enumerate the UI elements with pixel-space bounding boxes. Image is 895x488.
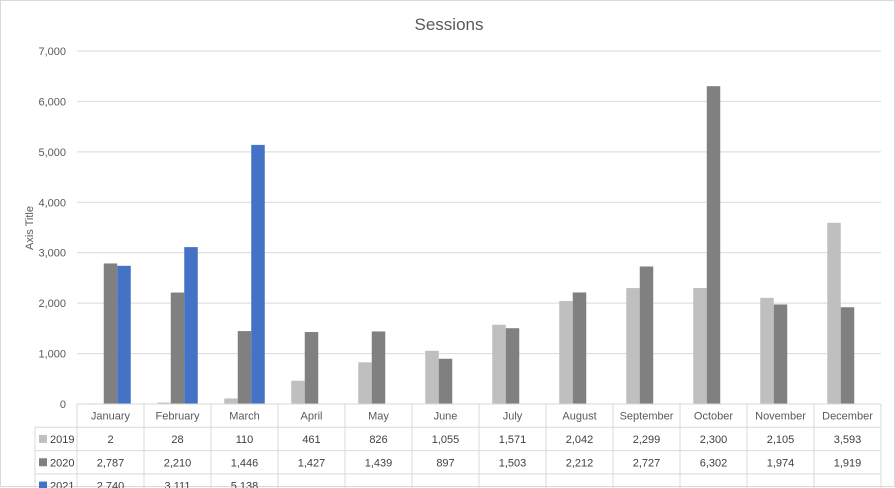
chart-title: Sessions <box>415 15 484 34</box>
x-tick-label: February <box>155 411 200 423</box>
data-label: 3,111 <box>165 481 191 488</box>
x-tick-label: June <box>434 411 458 423</box>
legend-label: 2021 <box>50 481 74 488</box>
bar-2019-august <box>559 301 573 404</box>
bar-2019-june <box>425 350 439 404</box>
bar-2020-july <box>505 328 520 404</box>
bar-2019-october <box>693 288 707 404</box>
bar-2021-january <box>117 265 131 404</box>
data-label: 2,300 <box>700 434 728 446</box>
bar-2019-december <box>827 222 841 404</box>
legend-key-2021 <box>39 481 47 488</box>
bar-2020-april <box>304 332 319 404</box>
bar-2020-may <box>371 331 386 404</box>
data-label: 1,503 <box>499 457 527 469</box>
data-label: 6,302 <box>700 457 728 469</box>
bar-2020-november <box>773 304 788 404</box>
bar-2019-september <box>626 288 640 404</box>
bar-2019-april <box>291 380 305 404</box>
data-label: 826 <box>369 434 387 446</box>
data-label: 2,042 <box>566 434 594 446</box>
bar-2019-march <box>224 398 238 404</box>
data-label: 1,571 <box>499 434 527 446</box>
bar-2019-may <box>358 362 372 404</box>
y-tick-label: 7,000 <box>38 46 66 58</box>
data-label: 2,787 <box>97 457 125 469</box>
data-label: 1,974 <box>767 457 795 469</box>
legend-key-2019 <box>39 434 47 443</box>
bar-2020-october <box>706 86 721 404</box>
legend-key-2020 <box>39 458 47 467</box>
data-label: 1,439 <box>365 457 393 469</box>
data-label: 5,138 <box>231 481 259 488</box>
bar-2020-august <box>572 292 587 404</box>
data-label: 2,212 <box>566 457 594 469</box>
x-tick-label: November <box>755 411 806 423</box>
x-tick-label: September <box>620 411 674 423</box>
y-tick-label: 6,000 <box>38 96 66 108</box>
x-tick-label: October <box>694 411 733 423</box>
bar-2021-march <box>251 144 265 404</box>
y-tick-label: 4,000 <box>38 197 66 209</box>
y-tick-label: 3,000 <box>38 248 66 260</box>
data-label: 2,210 <box>164 457 192 469</box>
data-label: 1,446 <box>231 457 259 469</box>
x-tick-label: March <box>229 411 260 423</box>
y-tick-label: 1,000 <box>38 349 66 361</box>
bar-2019-july <box>492 324 506 404</box>
bar-2020-march <box>237 331 252 404</box>
bar-2020-june <box>438 358 453 404</box>
data-label: 2,299 <box>633 434 661 446</box>
data-label: 2,105 <box>767 434 795 446</box>
y-tick-label: 5,000 <box>38 147 66 159</box>
y-axis-title: Axis Title <box>24 206 36 250</box>
bar-2019-november <box>760 297 774 404</box>
data-label: 461 <box>302 434 320 446</box>
data-label: 28 <box>171 434 183 446</box>
legend-label: 2019 <box>50 434 74 446</box>
x-tick-label: August <box>562 411 596 423</box>
x-tick-label: April <box>300 411 322 423</box>
bar-2020-december <box>840 307 855 404</box>
legend-label: 2020 <box>50 457 74 469</box>
data-label: 1,427 <box>298 457 326 469</box>
bar-2020-september <box>639 266 654 404</box>
data-label: 2 <box>107 434 113 446</box>
data-label: 2,740 <box>97 481 125 488</box>
bar-2020-january <box>103 263 118 404</box>
data-label: 1,919 <box>834 457 862 469</box>
x-tick-label: May <box>368 411 389 423</box>
data-label: 1,055 <box>432 434 460 446</box>
x-tick-label: December <box>822 411 873 423</box>
bar-2019-february <box>157 402 171 404</box>
data-label: 110 <box>236 434 254 446</box>
x-tick-label: July <box>503 411 523 423</box>
bar-2021-february <box>184 247 198 404</box>
bar-2020-february <box>170 292 185 404</box>
data-label: 897 <box>436 457 454 469</box>
x-tick-label: January <box>91 411 131 423</box>
y-tick-label: 0 <box>60 399 66 411</box>
data-label: 2,727 <box>633 457 661 469</box>
data-label: 3,593 <box>834 434 862 446</box>
y-tick-label: 2,000 <box>38 298 66 310</box>
